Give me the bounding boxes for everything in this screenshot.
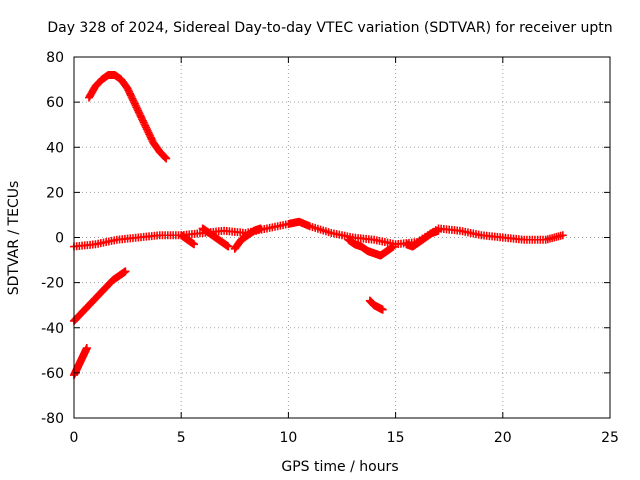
y-tick-label: -20 [41,276,64,292]
x-tick-label: 0 [70,430,79,446]
y-tick-label: -80 [41,411,64,427]
data-point [389,242,398,251]
data-point [160,152,169,161]
data-point [162,154,171,163]
y-tick-label: 60 [46,95,64,111]
x-tick-label: 25 [601,430,619,446]
ticks: 0 5 10 15 20 25 -80 -60 -40 -20 0 20 40 60 80 [41,50,619,446]
data-point [558,231,567,240]
data-point [161,153,170,162]
y-tick-label: 0 [55,231,64,247]
series-arc-d [230,224,265,253]
data-point [190,240,199,249]
series-arc-e [344,235,398,260]
x-axis-label: GPS time / hours [281,459,398,475]
series-arc-high [85,71,171,163]
series-arc-main [70,217,567,251]
data-point [121,267,130,276]
data-point [224,242,233,251]
y-tick-label: -60 [41,366,64,382]
series-arc-low-1 [70,267,130,325]
x-tick-label: 20 [494,430,512,446]
series-arc-g [365,296,387,314]
y-axis-label: SDTVAR / TECUs [6,181,22,296]
y-tick-label: -40 [41,321,64,337]
y-tick-label: 80 [46,50,64,66]
data-point [256,224,265,233]
data-point [434,226,443,235]
series-arc-b [177,231,199,249]
data-point [82,344,91,353]
series-arc-f [402,226,443,251]
x-tick-label: 10 [279,430,297,446]
y-tick-label: 20 [46,185,64,201]
series-arc-c [198,224,233,251]
x-tick-label: 15 [387,430,405,446]
x-tick-label: 5 [177,430,186,446]
chart-title: Day 328 of 2024, Sidereal Day-to-day VTE… [47,20,612,36]
series-arc-low-2 [70,344,91,380]
data-point [378,305,387,314]
y-tick-label: 40 [46,140,64,156]
series-layer [70,71,567,380]
